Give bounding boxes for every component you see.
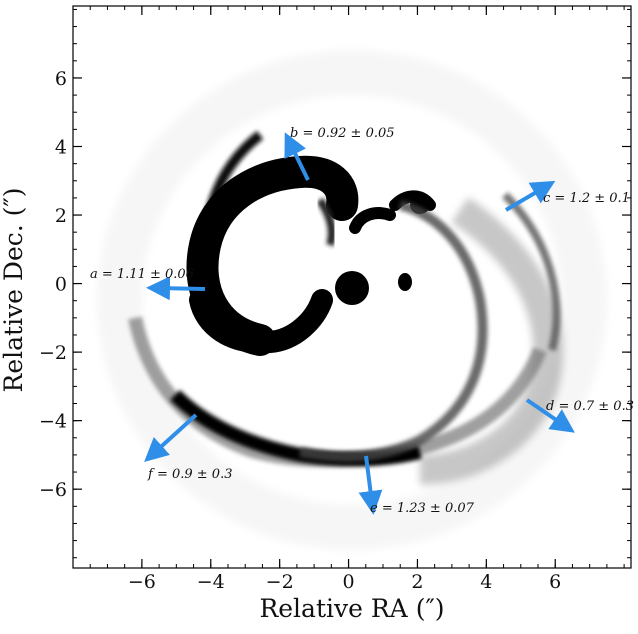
x-tick-label: 6 (549, 571, 561, 593)
arrow-b (284, 132, 310, 181)
y-tick-label: −2 (39, 342, 67, 364)
x-tick-label: −6 (128, 571, 156, 593)
label-a: a = 1.11 ± 0.06 (90, 267, 194, 282)
x-tick-label: 0 (343, 571, 355, 593)
x-tick-label: −2 (266, 571, 294, 593)
y-tick-label: 4 (55, 137, 67, 159)
plot-frame (72, 5, 632, 569)
label-c: c = 1.2 ± 0.1 (543, 191, 630, 206)
arrow-f (144, 413, 198, 463)
label-b: b = 0.92 ± 0.05 (290, 126, 395, 141)
label-f: f = 0.9 ± 0.3 (147, 467, 232, 482)
axis-tick-labels: −6 −4 −2 0 2 4 6 6 4 2 0 −2 −4 −6 (39, 68, 561, 593)
x-axis-title: Relative RA (″) (259, 594, 444, 623)
x-tick-label: −4 (197, 571, 225, 593)
y-tick-label: −4 (39, 411, 67, 433)
label-e: e = 1.23 ± 0.07 (370, 501, 475, 516)
arrow-c (504, 180, 556, 212)
axis-ticks (72, 6, 631, 568)
arrow-a (146, 276, 206, 301)
x-tick-label: 2 (411, 571, 423, 593)
y-tick-label: 0 (55, 274, 67, 296)
y-tick-label: 6 (55, 68, 67, 90)
y-tick-label: −6 (39, 479, 67, 501)
spiral-image (97, 50, 607, 550)
arrow-d (525, 398, 575, 433)
x-tick-label: 4 (480, 571, 492, 593)
y-tick-label: 2 (55, 205, 67, 227)
central-star (335, 271, 369, 305)
arrows (144, 132, 575, 515)
arrow-e (358, 455, 383, 515)
label-d: d = 0.7 ± 0.3 (546, 399, 634, 414)
y-axis-title: Relative Dec. (″) (0, 187, 28, 392)
